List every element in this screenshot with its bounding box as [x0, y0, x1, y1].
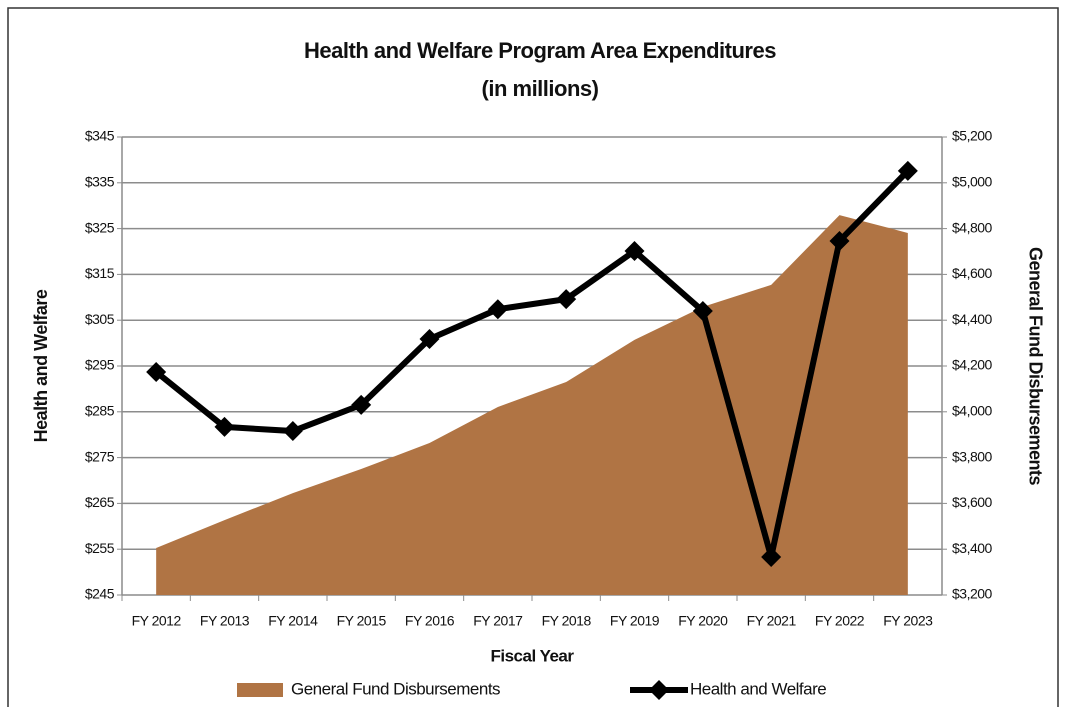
y2-tick-label: $3,200: [952, 586, 993, 602]
y-tick-label: $325: [85, 219, 115, 235]
marker: [897, 160, 918, 181]
y2-tick-label: $4,200: [952, 357, 993, 373]
marker: [214, 416, 235, 437]
legend-label: Health and Welfare: [690, 679, 826, 698]
y-axis-label: Health and Welfare: [31, 289, 51, 442]
marker: [556, 289, 577, 310]
y-tick-label: $335: [85, 174, 115, 190]
y-tick-label: $305: [85, 311, 115, 327]
x-tick-label: FY 2022: [815, 613, 865, 629]
y-tick-label: $285: [85, 403, 115, 419]
y-tick-label: $345: [85, 128, 115, 144]
y2-tick-label: $4,000: [952, 403, 993, 419]
y-tick-label: $265: [85, 494, 115, 510]
marker: [419, 328, 440, 349]
x-tick-label: FY 2018: [542, 613, 592, 629]
x-tick-label: FY 2021: [747, 613, 797, 629]
y2-tick-label: $5,000: [952, 174, 993, 190]
y2-tick-label: $4,600: [952, 265, 993, 281]
marker: [692, 301, 713, 322]
x-tick-label: FY 2013: [200, 613, 250, 629]
y2-tick-label: $3,400: [952, 540, 993, 556]
y-tick-label: $275: [85, 448, 115, 464]
chart-subtitle: (in millions): [482, 76, 599, 101]
x-tick-label: FY 2017: [473, 613, 523, 629]
x-axis-label: Fiscal Year: [490, 646, 574, 665]
x-tick-label: FY 2015: [337, 613, 387, 629]
y-tick-label: $295: [85, 357, 115, 373]
marker: [351, 394, 372, 415]
x-tick-label: FY 2012: [132, 613, 182, 629]
legend-swatch: [237, 683, 283, 697]
line: [154, 168, 910, 558]
marker: [487, 299, 508, 320]
chart-title: Health and Welfare Program Area Expendit…: [304, 38, 776, 63]
marker: [282, 421, 303, 442]
y2-tick-label: $3,600: [952, 494, 993, 510]
y2-tick-label: $4,800: [952, 219, 993, 235]
x-tick-label: FY 2023: [883, 613, 933, 629]
y2-tick-label: $3,800: [952, 448, 993, 464]
y2-tick-label: $5,200: [952, 128, 993, 144]
x-tick-label: FY 2020: [678, 613, 728, 629]
y-tick-label: $245: [85, 586, 115, 602]
legend-marker: [649, 680, 669, 700]
x-tick-label: FY 2019: [610, 613, 660, 629]
marker: [146, 361, 167, 382]
y-tick-label: $315: [85, 265, 115, 281]
marker: [829, 230, 850, 251]
y2-tick-label: $4,400: [952, 311, 993, 327]
x-tick-label: FY 2016: [405, 613, 455, 629]
area: [156, 215, 908, 596]
legend-label: General Fund Disbursements: [291, 679, 500, 698]
y2-axis-label: General Fund Disbursements: [1025, 247, 1045, 486]
marker: [761, 546, 782, 567]
x-tick-label: FY 2014: [268, 613, 318, 629]
y-tick-label: $255: [85, 540, 115, 556]
marker: [624, 241, 645, 262]
